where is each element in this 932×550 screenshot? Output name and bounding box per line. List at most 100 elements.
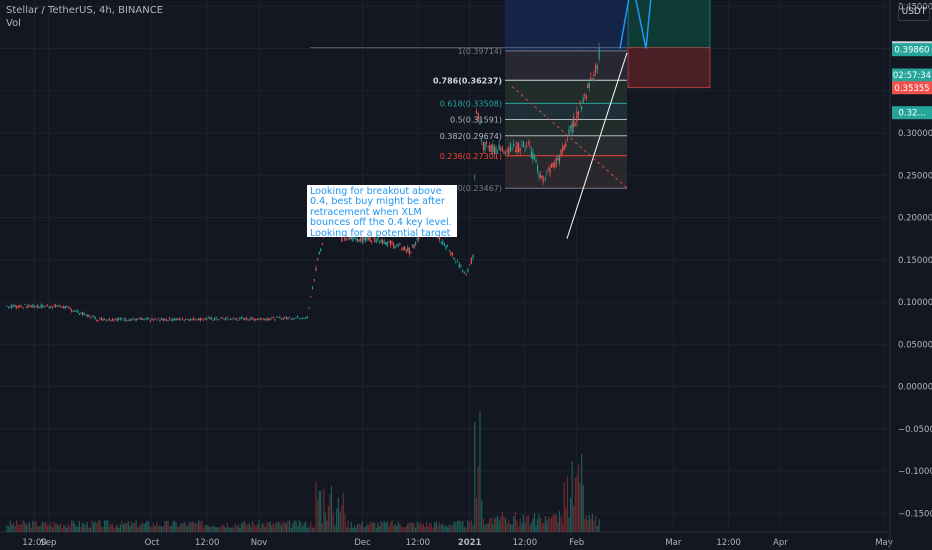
candle-body: [400, 249, 403, 251]
candle-body: [156, 319, 158, 321]
candle-body: [181, 317, 184, 319]
candle-body: [584, 95, 586, 96]
volume-bar: [180, 522, 182, 532]
candle-body: [183, 320, 185, 322]
x-tick-label: Oct: [145, 538, 160, 548]
volume-bar: [6, 525, 8, 532]
volume-bar: [231, 527, 233, 532]
volume-bar: [14, 525, 16, 532]
volume-bar: [229, 527, 232, 532]
volume-bar: [45, 521, 47, 532]
volume-bar: [344, 513, 346, 532]
candle-body: [108, 318, 110, 321]
annotation-note[interactable]: Looking for breakout above 0.4, best buy…: [307, 185, 457, 237]
volume-bar: [535, 525, 537, 532]
volume-bar: [32, 520, 34, 532]
long-position: [627, 0, 711, 89]
candle-body: [532, 152, 534, 160]
candle-body: [593, 74, 595, 76]
volume-bar: [253, 524, 255, 532]
fib-level-label: 0.786(0.36237): [433, 76, 502, 85]
candle-body: [25, 306, 28, 308]
volume-bar: [543, 523, 545, 532]
candle-body: [573, 117, 575, 128]
fib-level-label: 0.382(0.29674): [440, 132, 502, 141]
candle-body: [438, 235, 441, 240]
volume-bar: [48, 525, 50, 532]
volume-bar: [455, 522, 457, 532]
candle-body: [501, 146, 503, 152]
volume-bar: [122, 524, 125, 532]
candle-body: [17, 306, 19, 308]
candle-body: [132, 318, 134, 320]
currency-badge[interactable]: USDT: [898, 4, 930, 21]
candle-body: [37, 305, 39, 308]
price-badge: [892, 81, 932, 95]
candle-body: [521, 144, 523, 146]
volume-bar: [105, 520, 107, 532]
candle-body: [413, 244, 415, 248]
candle-body: [190, 318, 192, 321]
candle-body: [317, 259, 319, 261]
candle-body: [285, 316, 287, 319]
x-tick-label: Dec: [354, 538, 371, 548]
x-tick-label: 12:00: [716, 538, 741, 548]
volume-bar: [482, 518, 485, 532]
candle-body: [565, 143, 567, 147]
candle-body: [119, 317, 121, 320]
volume-bar: [364, 527, 367, 532]
volume-bar: [421, 525, 423, 532]
candle-body: [500, 149, 502, 151]
volume-bar: [140, 524, 142, 532]
candle-body: [215, 317, 217, 319]
candle-body: [526, 145, 528, 147]
volume-bar: [149, 526, 151, 532]
candle-body: [529, 145, 531, 148]
volume-bar: [141, 522, 144, 532]
volume-bar: [226, 523, 228, 532]
candle-body: [162, 319, 164, 321]
candle-body: [535, 159, 537, 163]
volume-bar: [437, 525, 439, 532]
volume-bar: [393, 525, 395, 532]
candle-body: [318, 251, 320, 255]
candle-body: [290, 318, 292, 320]
candle-body: [46, 305, 49, 306]
candle-body: [217, 319, 219, 321]
candle-body: [48, 307, 50, 309]
volume-bar: [587, 520, 589, 532]
candle-body: [579, 101, 581, 105]
volume-bar: [43, 523, 45, 532]
candle-body: [103, 319, 106, 320]
candle-body: [558, 155, 561, 163]
x-tick-label: Feb: [569, 538, 584, 548]
volume-bar: [500, 516, 502, 532]
candle-body: [96, 320, 98, 321]
candle-body: [298, 318, 300, 319]
volume-bar: [383, 520, 385, 532]
volume-bar: [277, 521, 279, 532]
volume-bar: [74, 523, 76, 532]
candle-body: [292, 318, 294, 320]
volume-bar: [247, 524, 249, 532]
volume-bar: [495, 517, 497, 532]
candle-body: [524, 149, 526, 151]
candle-body: [11, 304, 13, 308]
candle-body: [487, 146, 489, 148]
volume-bar: [367, 525, 370, 532]
volume-bar: [490, 517, 492, 532]
candle-body: [66, 306, 68, 307]
candle-body: [59, 306, 62, 308]
candle-body: [152, 319, 155, 321]
volume-bar: [546, 520, 548, 532]
volume-bar: [581, 453, 583, 532]
volume-bar: [435, 521, 437, 532]
volume-bar: [172, 521, 174, 532]
volume-bar: [220, 526, 222, 532]
candle-body: [237, 320, 239, 321]
volume-bar: [405, 526, 407, 532]
price-badge-label: 0.32...: [898, 109, 925, 119]
candle-body: [385, 242, 387, 246]
